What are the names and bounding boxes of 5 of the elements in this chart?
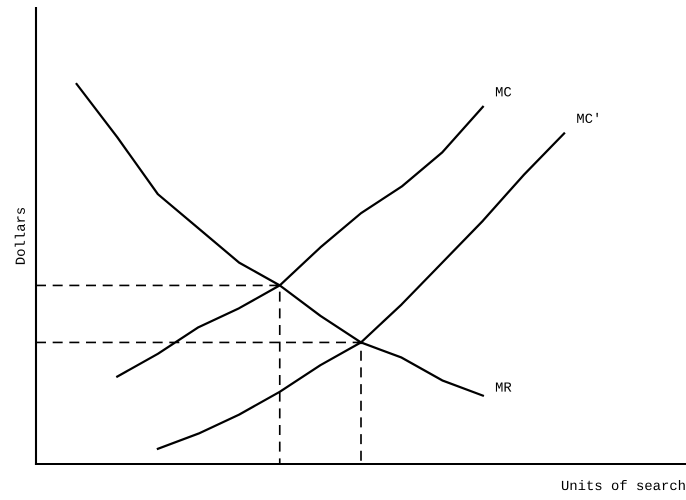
y-axis-title: Dollars	[14, 208, 25, 264]
series-label: MC'	[577, 112, 598, 124]
series-label: MC	[496, 87, 512, 96]
x-axis-title: Units of search	[562, 480, 685, 490]
series-label: MR	[496, 382, 512, 392]
